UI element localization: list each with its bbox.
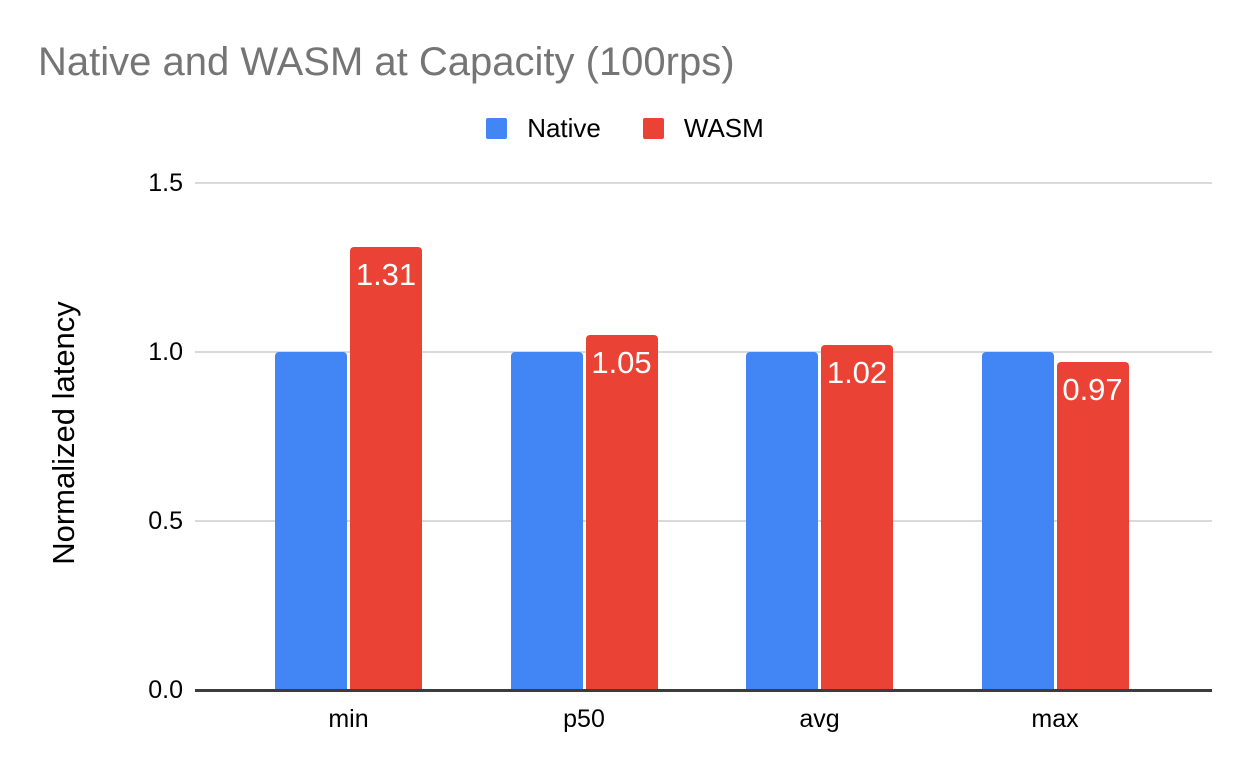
bar-wasm-max[interactable]: 0.97 <box>1056 362 1129 690</box>
bar-data-label-wasm-min: 1.31 <box>355 257 417 292</box>
bar-wasm-p50[interactable]: 1.05 <box>585 335 658 690</box>
x-axis-line <box>195 689 1212 692</box>
bar-wasm-avg[interactable]: 1.02 <box>821 345 893 690</box>
y-tick-label-1.0: 1.0 <box>148 338 183 366</box>
x-category-label-p50: p50 <box>563 705 605 733</box>
gridline-1.0 <box>195 351 1212 353</box>
chart-title: Native and WASM at Capacity (100rps) <box>38 40 735 84</box>
gridline-1.5 <box>195 182 1212 184</box>
y-axis-title: Normalized latency <box>46 301 81 565</box>
y-tick-label-1.5: 1.5 <box>148 169 183 197</box>
y-tick-label-0.0: 0.0 <box>148 676 183 704</box>
bar-native-avg[interactable] <box>746 352 818 690</box>
bar-data-label-wasm-avg: 1.02 <box>826 355 888 390</box>
legend: Native WASM <box>0 110 1250 146</box>
legend-swatch-wasm <box>642 117 664 139</box>
bar-native-min[interactable] <box>275 352 347 690</box>
legend-swatch-native <box>486 117 508 139</box>
legend-item-wasm: WASM <box>642 113 764 143</box>
x-category-label-max: max <box>1031 705 1079 733</box>
x-category-label-min: min <box>328 705 369 733</box>
x-category-label-avg: avg <box>799 705 840 733</box>
bar-wasm-min[interactable]: 1.31 <box>350 247 422 690</box>
y-tick-label-0.5: 0.5 <box>148 507 183 535</box>
bar-data-label-wasm-p50: 1.05 <box>591 345 652 380</box>
bar-data-label-wasm-max: 0.97 <box>1062 372 1123 407</box>
legend-label-wasm: WASM <box>683 113 764 143</box>
legend-item-native: Native <box>486 115 601 141</box>
bar-native-p50[interactable] <box>510 352 583 690</box>
gridline-0.5 <box>195 520 1212 522</box>
legend-label-native: Native <box>527 113 601 143</box>
bar-native-max[interactable] <box>981 352 1054 690</box>
